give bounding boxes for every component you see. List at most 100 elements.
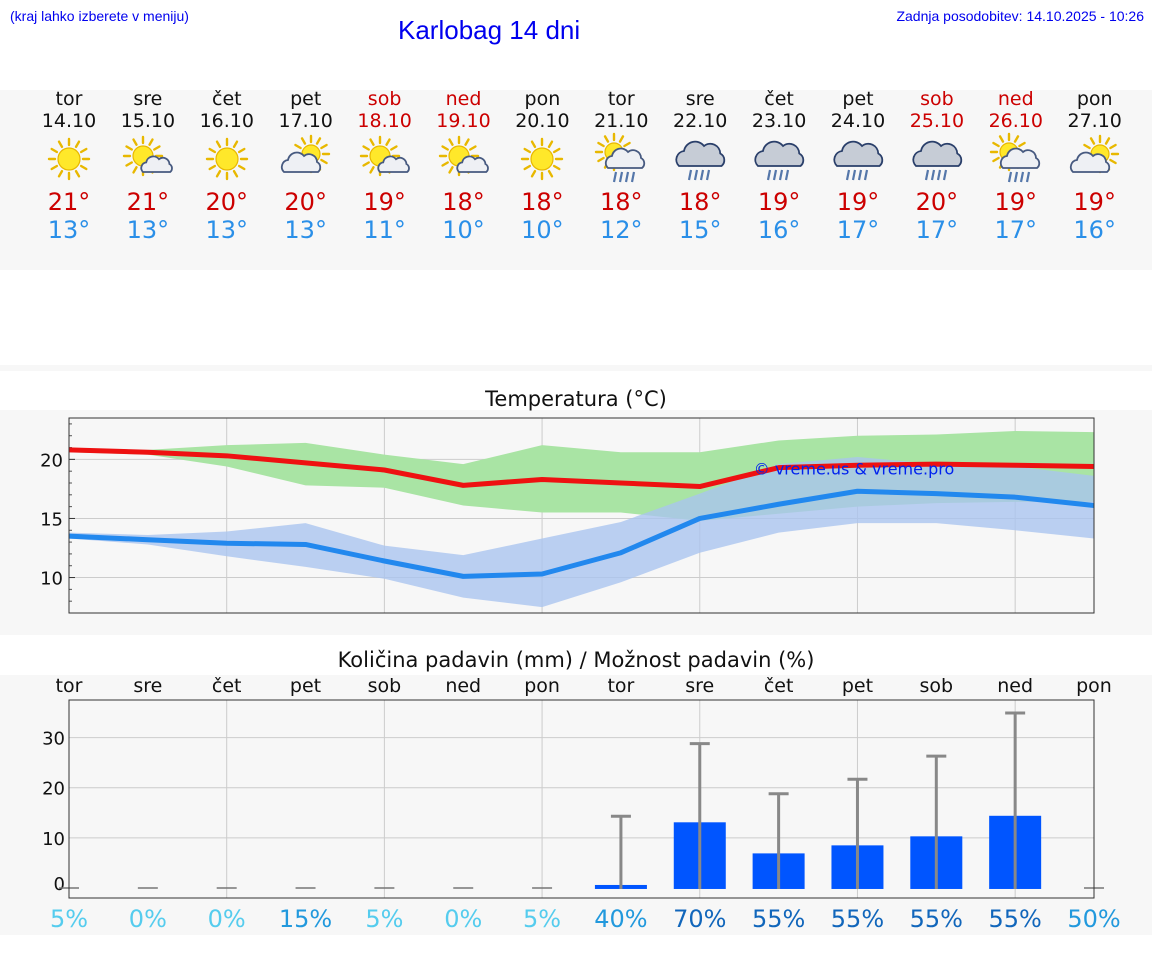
day-date: 19.10 [436, 110, 491, 132]
temp-min: 13° [47, 216, 91, 244]
day-column: pet 24.10 19° 17° [818, 88, 898, 244]
sun-icon [205, 137, 248, 181]
precip-probability: 5% [523, 905, 561, 933]
series-line-max [68, 447, 1095, 490]
sun-cloud-icon [438, 135, 489, 177]
precip-probability: 55% [752, 905, 805, 933]
precip-probability: 5% [365, 905, 403, 933]
data-point-min [462, 575, 464, 577]
day-column: sob 18.10 19° 11° [345, 88, 425, 244]
day-name: ned [997, 88, 1034, 110]
sun-rain-icon [595, 132, 646, 183]
precip-probability: 55% [831, 905, 884, 933]
data-point-max [383, 469, 385, 471]
day-column: ned 19.10 18° 10° [424, 88, 504, 244]
day-name: ned [445, 88, 482, 110]
temp-max: 19° [1073, 188, 1116, 216]
data-point-min [383, 560, 385, 562]
day-date: 24.10 [830, 110, 886, 132]
day-name: čet [212, 88, 242, 110]
data-point-max [462, 484, 464, 486]
y-tick-label: 0 [54, 874, 65, 895]
x-category-label: pet [842, 675, 873, 697]
data-point-max [935, 463, 937, 465]
day-name: čet [764, 88, 794, 110]
day-column: tor 14.10 21° 13° [29, 88, 109, 244]
last-update: Zadnja posodobitev: 14.10.2025 - 10:26 [896, 8, 1144, 24]
plot-frame [68, 417, 1095, 614]
day-name: sob [920, 88, 954, 110]
day-date: 25.10 [909, 110, 965, 132]
day-column: ned 26.10 19° 17° [976, 88, 1056, 244]
cloud-sun-icon [1069, 134, 1119, 174]
day-column: sre 22.10 18° 15° [660, 88, 740, 244]
day-date: 15.10 [120, 110, 176, 132]
day-date: 26.10 [988, 110, 1043, 132]
temp-max: 20° [205, 188, 249, 216]
day-column: pet 17.10 20° 13° [266, 88, 346, 244]
precip-probability: 0% [208, 905, 246, 933]
day-date: 18.10 [357, 110, 412, 132]
day-column: pon 27.10 19° 16° [1055, 88, 1135, 244]
temp-min: 17° [994, 216, 1038, 244]
day-name: sob [367, 88, 402, 110]
day-date: 14.10 [41, 110, 97, 132]
sun-icon [47, 137, 91, 181]
temp-max: 19° [757, 188, 801, 216]
watermark: © vreme.us & vreme.pro [754, 459, 955, 478]
day-name: pon [1076, 88, 1113, 110]
data-point-min [856, 490, 858, 492]
x-category-label: sre [133, 675, 162, 697]
temp-max: 20° [915, 188, 959, 216]
temp-max: 21° [47, 188, 91, 216]
x-category-label: tor [607, 675, 634, 697]
data-point-max [305, 462, 307, 464]
precip-probability: 55% [910, 905, 963, 933]
data-point-min [147, 539, 149, 541]
forecast-days: tor 14.10 21° 13° sre 15.10 21° 13° čet 16.10 20° 1… [0, 88, 1152, 268]
x-category-label: ned [997, 675, 1033, 697]
temp-min: 10° [521, 216, 564, 244]
data-point-max [778, 467, 780, 469]
temp-max: 21° [126, 188, 170, 216]
temp-max: 19° [994, 188, 1038, 216]
data-point-max [226, 455, 228, 457]
day-name: tor [607, 88, 635, 110]
data-point-max [620, 482, 622, 484]
plot-frame [68, 699, 1095, 899]
data-point-min [305, 543, 307, 545]
precip-probability: 0% [444, 905, 482, 933]
sun-cloud-icon [122, 135, 173, 177]
day-column: pon 20.10 18° 10° [502, 88, 582, 244]
data-point-min [541, 573, 543, 575]
temp-min: 17° [836, 216, 880, 244]
x-category-label: tor [56, 675, 83, 697]
day-column: sob 25.10 20° 17° [897, 88, 977, 244]
temp-min: 13° [126, 216, 170, 244]
rain-cloud-icon [833, 140, 884, 181]
data-point-min [935, 493, 937, 495]
temp-min: 12° [600, 216, 643, 244]
precip-probability: 5% [50, 905, 88, 933]
temp-min: 13° [205, 216, 249, 244]
temp-max: 18° [442, 188, 485, 216]
data-point-min [1014, 496, 1016, 498]
y-tick-label: 20 [42, 779, 65, 800]
data-point-max [1014, 464, 1016, 466]
data-point-min [226, 542, 228, 544]
x-category-label: pon [1076, 675, 1112, 697]
y-tick-label: 10 [42, 829, 65, 850]
cloud-sun-icon [280, 134, 330, 174]
temp-max: 20° [284, 188, 327, 216]
x-category-label: sob [368, 675, 402, 697]
x-category-label: čet [212, 675, 242, 697]
temperature-chart: 10 15 20 © vreme.us & vreme.pro [40, 417, 1095, 614]
day-column: čet 16.10 20° 13° [187, 88, 267, 244]
temp-min: 16° [1073, 216, 1116, 244]
data-point-min [699, 517, 701, 519]
series-line-min [68, 488, 1095, 579]
day-name: sre [133, 88, 163, 110]
forecast-band [0, 90, 1152, 270]
data-point-max [856, 464, 858, 466]
x-category-label: pon [524, 675, 560, 697]
